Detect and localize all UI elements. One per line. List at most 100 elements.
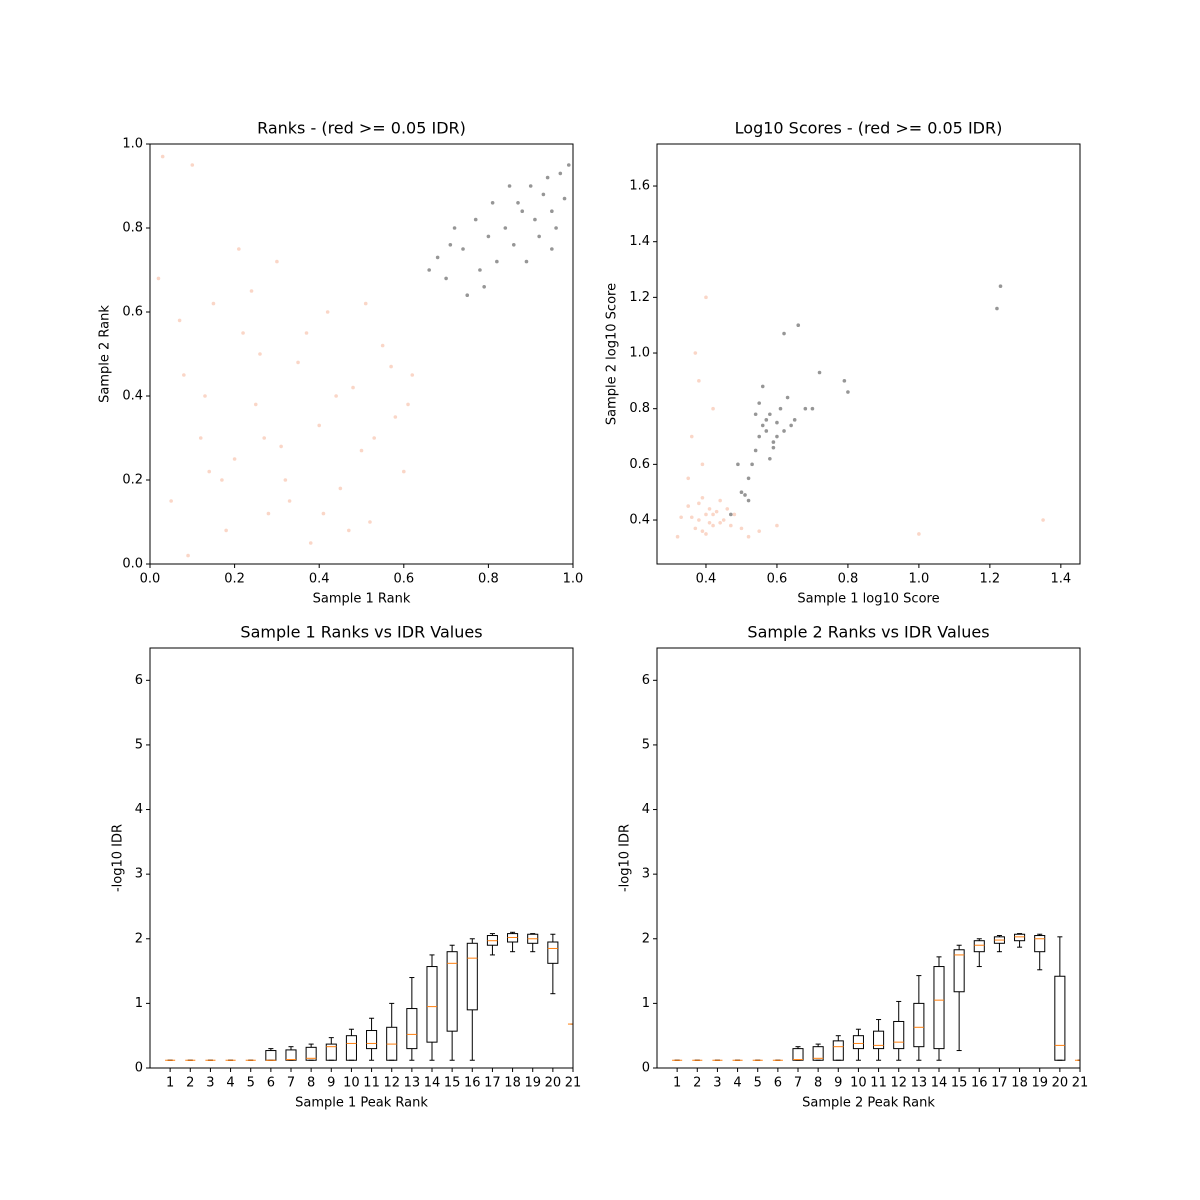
x-tick-label: 9: [834, 1076, 842, 1091]
x-tick-label: 0.8: [838, 572, 859, 587]
point: [334, 394, 338, 398]
x-tick-label: 21: [565, 1076, 582, 1091]
point: [402, 469, 406, 474]
y-tick-label: 1.4: [629, 234, 650, 249]
box: [832, 1040, 844, 1061]
point: [995, 306, 999, 311]
point: [693, 351, 698, 355]
box: [325, 1043, 337, 1061]
x-tick-label: 5: [247, 1076, 255, 1091]
point: [707, 521, 712, 525]
point: [249, 289, 254, 293]
y-tick-label: 3: [642, 867, 650, 882]
point: [321, 511, 326, 516]
x-tick-label: 0.6: [393, 572, 414, 587]
point: [566, 163, 571, 167]
axes-frame: [149, 647, 574, 1069]
point: [746, 476, 751, 481]
box: [426, 966, 438, 1043]
point: [253, 402, 258, 407]
x-tick-label: 3: [713, 1076, 721, 1091]
y-tick-label: 0.4: [122, 389, 143, 404]
x-tick-label: 12: [383, 1076, 400, 1091]
x-tick-label: 1.2: [980, 572, 1001, 587]
x-axis-label: Sample 1 Rank: [313, 592, 411, 607]
point: [338, 486, 343, 491]
point: [478, 268, 482, 272]
point: [537, 234, 541, 239]
point: [778, 406, 783, 411]
box: [973, 940, 985, 953]
point: [503, 226, 508, 230]
point: [461, 247, 465, 251]
point: [427, 268, 431, 272]
point: [729, 523, 733, 528]
y-tick-label: 6: [135, 673, 143, 688]
point: [308, 541, 313, 545]
box: [446, 951, 458, 1032]
y-tick-label: 6: [642, 673, 650, 688]
point: [347, 528, 351, 533]
point: [550, 247, 554, 251]
subplot: Log10 Scores - (red >= 0.05 IDR) Sample 1…: [605, 119, 1081, 607]
box: [873, 1030, 885, 1050]
point: [846, 390, 850, 394]
x-tick-label: 13: [911, 1076, 928, 1091]
x-tick-label: 17: [991, 1076, 1008, 1091]
point: [771, 440, 776, 444]
plot-area: [675, 284, 1045, 539]
title: Log10 Scores - (red >= 0.05 IDR): [735, 119, 1003, 138]
y-axis-label: -log10 IDR: [111, 824, 126, 892]
axes-frame: [149, 143, 574, 565]
y-tick-label: 0.0: [122, 557, 143, 572]
point: [675, 534, 680, 539]
point: [435, 255, 440, 260]
x-tick-label: 6: [774, 1076, 782, 1091]
x-tick-label: 1.0: [909, 572, 930, 587]
y-axis-label: -log10 IDR: [618, 824, 633, 892]
point: [258, 352, 262, 356]
point: [707, 507, 712, 511]
x-tick-label: 0.4: [696, 572, 717, 587]
x-tick-label: 0.4: [309, 572, 330, 587]
x-tick-label: 12: [890, 1076, 907, 1091]
point: [545, 175, 550, 180]
point: [351, 385, 355, 390]
y-tick-label: 0.8: [122, 221, 143, 236]
y-tick-label: 5: [135, 737, 143, 752]
box: [1054, 975, 1066, 1061]
x-tick-label: 7: [287, 1076, 295, 1091]
point: [704, 512, 708, 517]
point: [729, 512, 733, 517]
x-tick-label: 8: [814, 1076, 822, 1091]
box: [953, 949, 965, 993]
x-tick-label: 1.0: [563, 572, 584, 587]
x-tick-label: 18: [1011, 1076, 1028, 1091]
point: [275, 259, 279, 264]
point: [792, 418, 797, 422]
x-tick-label: 10: [343, 1076, 360, 1091]
point: [473, 217, 478, 222]
x-tick-label: 7: [794, 1076, 802, 1091]
point: [325, 310, 330, 314]
point: [697, 501, 701, 506]
x-tick-label: 0.2: [224, 572, 245, 587]
y-tick-label: 0.4: [629, 513, 650, 528]
x-tick-label: 1: [166, 1076, 174, 1091]
point: [1041, 518, 1045, 522]
point: [753, 448, 758, 453]
point: [296, 360, 300, 365]
y-tick-label: 2: [135, 931, 143, 946]
x-tick-label: 0.8: [478, 572, 499, 587]
x-tick-label: 0.6: [767, 572, 788, 587]
point: [224, 528, 228, 533]
point: [177, 318, 182, 323]
y-tick-label: 1.2: [629, 290, 650, 305]
y-tick-label: 0.2: [122, 473, 143, 488]
plot-area: [156, 154, 571, 558]
point: [998, 284, 1003, 289]
point: [410, 373, 415, 377]
point: [817, 370, 822, 375]
point: [452, 226, 457, 230]
point: [232, 457, 237, 461]
